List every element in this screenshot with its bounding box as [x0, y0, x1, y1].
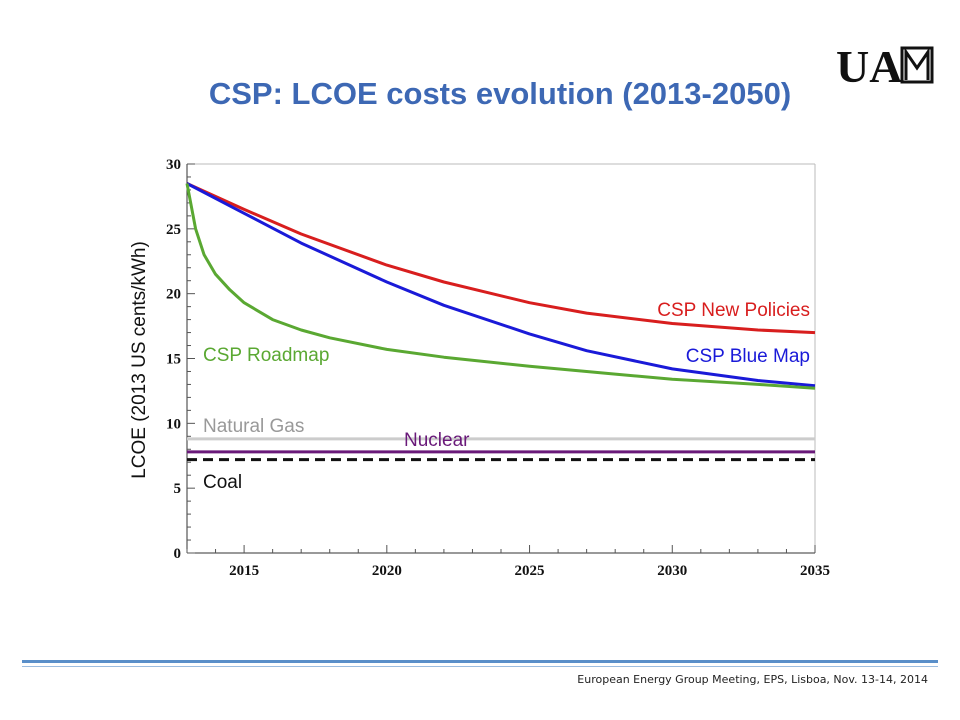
uam-logo: UA — [836, 41, 934, 90]
y-tick-label: 10 — [166, 416, 181, 432]
y-tick-label: 25 — [166, 222, 181, 238]
footer-divider — [22, 660, 938, 663]
series-label-csp-blue-map: CSP Blue Map — [686, 346, 810, 367]
slide-title: CSP: LCOE costs evolution (2013-2050) — [208, 76, 792, 111]
x-tick-label: 2035 — [800, 563, 830, 579]
footer-divider-thin — [22, 666, 938, 667]
y-tick-label: 30 — [166, 157, 181, 173]
x-tick-label: 2015 — [229, 563, 259, 579]
series-label-nuclear: Nuclear — [404, 430, 470, 451]
series-line-csp-new-policies — [186, 182, 816, 335]
y-tick-label: 20 — [166, 287, 181, 303]
y-axis-label: LCOE (2013 US cents/kWh) — [129, 241, 150, 479]
x-tick-label: 2020 — [372, 563, 402, 579]
series-label-csp-roadmap: CSP Roadmap — [203, 345, 329, 366]
series-line-csp-blue-map — [186, 182, 816, 388]
x-tick-label: 2025 — [515, 563, 545, 579]
series-line-csp-roadmap — [185, 183, 816, 390]
y-tick-label: 5 — [174, 481, 182, 497]
y-tick-label: 0 — [174, 546, 182, 562]
footer-text: European Energy Group Meeting, EPS, Lisb… — [577, 673, 928, 686]
y-tick-label: 15 — [166, 352, 181, 368]
series-label-coal: Coal — [203, 472, 242, 493]
svg-text:UA: UA — [836, 41, 902, 90]
x-tick-label: 2030 — [657, 563, 687, 579]
series-label-natural-gas: Natural Gas — [203, 416, 304, 437]
series-label-csp-new-policies: CSP New Policies — [657, 300, 810, 321]
